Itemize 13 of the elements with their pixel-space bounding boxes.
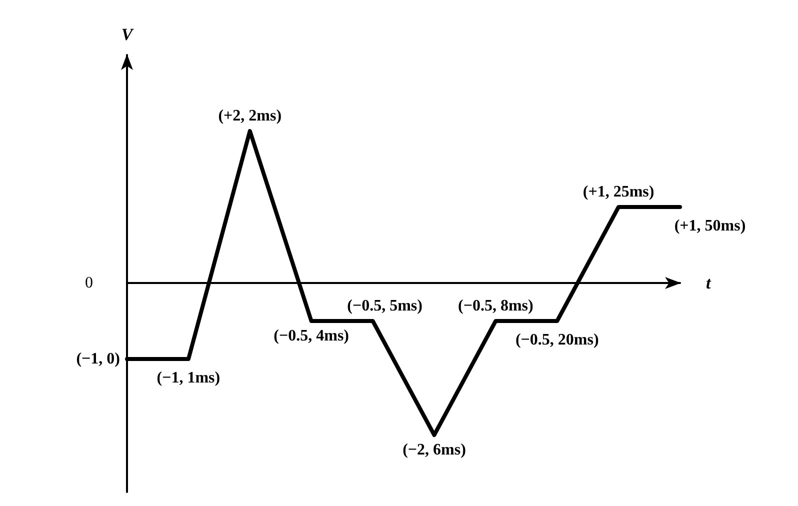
data-label: (−1, 1ms) — [156, 370, 220, 386]
data-label: (−0.5, 4ms) — [274, 328, 349, 344]
data-label: (−2, 6ms) — [402, 442, 466, 458]
data-label: (+2, 2ms) — [218, 108, 282, 124]
data-label: (+1, 50ms) — [674, 218, 746, 234]
x-axis-title: t — [706, 274, 712, 292]
y-axis-title: V — [121, 25, 134, 44]
data-label: (−0.5, 20ms) — [515, 332, 599, 348]
data-label: (−0.5, 8ms) — [458, 298, 534, 314]
text: 0 — [85, 274, 93, 292]
data-label: (−0.5, 5ms) — [347, 298, 422, 314]
data-label: (−1, 0) — [76, 350, 120, 368]
data-label: (+1, 25ms) — [582, 184, 654, 200]
